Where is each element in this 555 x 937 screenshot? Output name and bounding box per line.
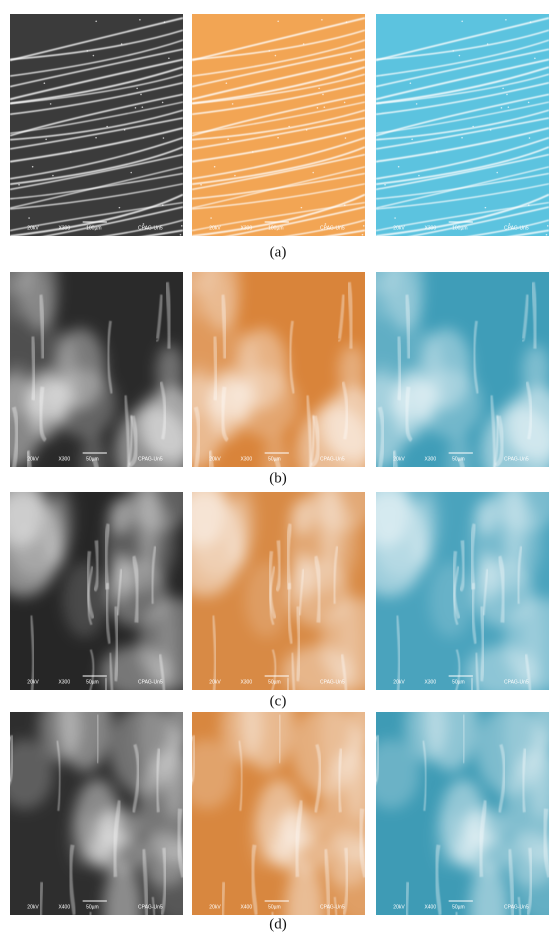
scale-text: 100µm bbox=[268, 225, 283, 231]
scale-text: X400 bbox=[424, 904, 436, 910]
scale-text: X300 bbox=[240, 679, 252, 685]
figure: 20kV X300 100µm CPAG-Un5 20kV X300 100µm CPAG-U… bbox=[0, 0, 555, 937]
scale-text: 50µm bbox=[268, 456, 281, 462]
scale-text: CPAG-Un5 bbox=[320, 679, 345, 685]
scale-text: CPAG-Un5 bbox=[320, 456, 345, 462]
scale-text: CPAG-Un5 bbox=[138, 456, 163, 462]
scale-text: 20kV bbox=[393, 225, 405, 231]
scale-text: 20kV bbox=[393, 904, 405, 910]
scale-text: CPAG-Un5 bbox=[504, 679, 529, 685]
sem-image: 20kV X400 50µm CPAG-Un5 bbox=[178, 672, 392, 937]
panel-caption: (c) bbox=[270, 693, 287, 709]
scale-text: 20kV bbox=[27, 679, 39, 685]
sem-image: 20kV X300 50µm CPAG-Un5 bbox=[0, 243, 206, 526]
scale-text: 50µm bbox=[86, 679, 99, 685]
scale-text: 50µm bbox=[452, 904, 465, 910]
scale-text: 20kV bbox=[27, 225, 39, 231]
scale-text: 50µm bbox=[86, 456, 99, 462]
scale-text: 20kV bbox=[209, 679, 221, 685]
scale-text: X400 bbox=[240, 904, 252, 910]
sem-image: 20kV X300 50µm CPAG-Un5 bbox=[0, 461, 216, 741]
scale-text: X300 bbox=[240, 225, 252, 231]
scale-text: CPAG-Un5 bbox=[504, 456, 529, 462]
panel-caption: (a) bbox=[270, 244, 287, 260]
scale-text: X400 bbox=[58, 904, 70, 910]
scale-text: 50µm bbox=[268, 904, 281, 910]
scale-text: CPAG-Un5 bbox=[138, 225, 163, 231]
scale-text: X300 bbox=[424, 679, 436, 685]
scale-text: 100µm bbox=[86, 225, 101, 231]
scale-text: 50µm bbox=[452, 679, 465, 685]
scale-text: 20kV bbox=[209, 904, 221, 910]
scale-text: X300 bbox=[58, 679, 70, 685]
panel-caption: (d) bbox=[269, 916, 287, 932]
scale-text: X300 bbox=[58, 456, 70, 462]
scale-text: 20kV bbox=[209, 456, 221, 462]
sem-image: 20kV X300 100µm CPAG-Un5 bbox=[192, 14, 365, 283]
scale-text: CPAG-Un5 bbox=[320, 904, 345, 910]
scale-text: 50µm bbox=[452, 456, 465, 462]
scale-text: 100µm bbox=[452, 225, 467, 231]
sem-image: 20kV X400 50µm CPAG-Un5 bbox=[362, 672, 555, 937]
scale-text: 20kV bbox=[393, 456, 405, 462]
sem-image: 20kV X400 50µm CPAG-Un5 bbox=[0, 672, 210, 937]
scale-text: X300 bbox=[240, 456, 252, 462]
scale-text: 20kV bbox=[27, 456, 39, 462]
scale-text: 20kV bbox=[209, 225, 221, 231]
scale-text: CPAG-Un5 bbox=[504, 904, 529, 910]
scale-text: CPAG-Un5 bbox=[138, 679, 163, 685]
sem-image: 20kV X300 100µm CPAG-Un5 bbox=[376, 14, 549, 283]
scale-text: X300 bbox=[58, 225, 70, 231]
scale-text: X300 bbox=[424, 225, 436, 231]
scale-text: CPAG-Un5 bbox=[504, 225, 529, 231]
sem-image: 20kV X300 100µm CPAG-Un5 bbox=[10, 14, 183, 283]
sem-image: 20kV X300 50µm CPAG-Un5 bbox=[351, 461, 555, 741]
scale-text: X300 bbox=[424, 456, 436, 462]
scale-text: 50µm bbox=[268, 679, 281, 685]
scale-text: 20kV bbox=[393, 679, 405, 685]
panel-caption: (b) bbox=[269, 470, 287, 486]
scale-text: CPAG-Un5 bbox=[138, 904, 163, 910]
scale-text: 20kV bbox=[27, 904, 39, 910]
scale-text: CPAG-Un5 bbox=[320, 225, 345, 231]
scale-text: 50µm bbox=[86, 904, 99, 910]
sem-image: 20kV X300 50µm CPAG-Un5 bbox=[339, 243, 555, 526]
